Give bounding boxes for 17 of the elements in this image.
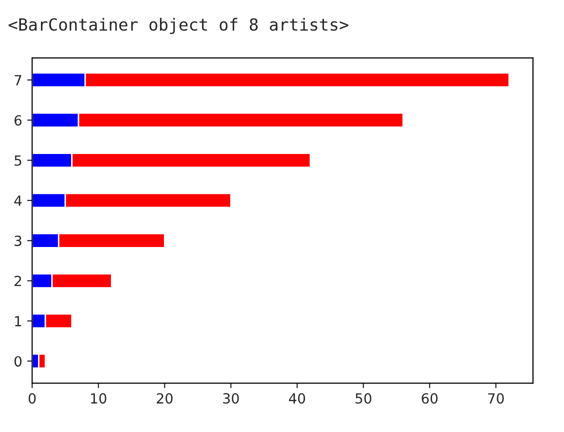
y-tick-label: 4 bbox=[14, 196, 22, 206]
y-tick-label: 3 bbox=[14, 236, 22, 246]
y-tick-label: 5 bbox=[14, 155, 22, 166]
text: <BarContainer object of 8 artists> bbox=[8, 18, 348, 34]
x-tick-label: 20 bbox=[156, 393, 173, 404]
y-tick-label: 1 bbox=[15, 316, 22, 326]
y-tick-label: 0 bbox=[14, 356, 22, 367]
x-tick-label: 10 bbox=[91, 393, 106, 404]
y-tick-label: 7 bbox=[14, 75, 22, 86]
x-tick-label: 40 bbox=[288, 393, 306, 404]
x-tick-label: 30 bbox=[223, 393, 239, 404]
x-tick-label: 70 bbox=[488, 393, 504, 404]
x-tick-label: 0 bbox=[28, 393, 36, 404]
x-tick-label: 60 bbox=[422, 393, 438, 404]
x-tick-label: 50 bbox=[356, 393, 372, 404]
y-tick-label: 2 bbox=[14, 276, 22, 286]
y-tick-label: 6 bbox=[14, 115, 22, 126]
